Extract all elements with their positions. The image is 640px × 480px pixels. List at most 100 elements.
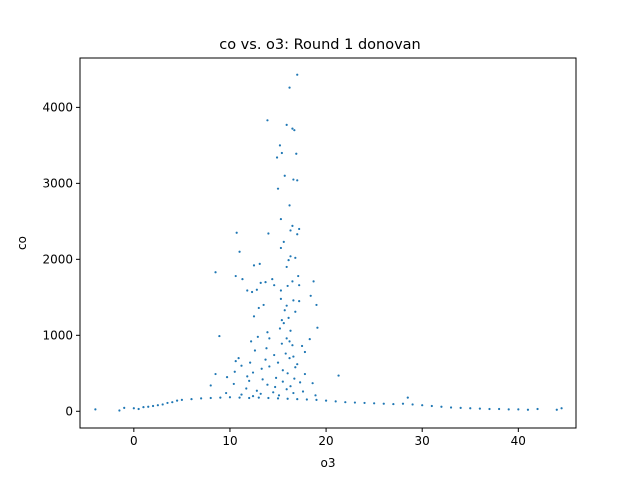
scatter-point [294,366,297,369]
scatter-point [303,350,307,354]
scatter-point [459,406,462,409]
scatter-point [291,224,294,228]
scatter-point [280,319,283,322]
scatter-point [271,277,274,281]
scatter-point [292,355,295,358]
scatter-point [288,340,291,343]
scatter-point [507,408,510,411]
scatter-point [293,377,296,380]
scatter-point [209,396,212,400]
scatter-points [94,73,563,412]
scatter-point [300,344,304,348]
scatter-point [308,338,311,341]
scatter-point [279,289,282,292]
scatter-point [260,367,263,370]
scatter-point [252,315,256,318]
scatter-point [248,396,251,400]
scatter-point [296,398,299,401]
scatter-point [324,399,328,402]
scatter-point [294,310,297,313]
scatter-point [237,357,240,360]
scatter-point [132,407,135,410]
scatter-point [289,329,292,332]
scatter-point [285,265,288,269]
scatter-point [214,271,217,274]
scatter-point [279,217,282,221]
scatter-point [517,408,520,411]
scatter-point [411,403,414,406]
scatter-point [291,280,294,283]
x-tick-label: 10 [222,434,237,448]
scatter-point [234,360,237,363]
scatter-point [373,402,376,405]
x-axis-label: o3 [321,456,336,470]
scatter-point [214,372,217,376]
scatter-point [275,156,279,159]
y-tick-label: 0 [65,404,73,418]
scatter-point [555,408,558,411]
scatter-point [286,397,289,400]
scatter-point [314,394,317,397]
scatter-point [298,227,301,231]
scatter-point [299,381,302,384]
scatter-point [560,407,563,410]
scatter-point [268,365,271,368]
scatter-point [259,392,262,395]
scatter-point [249,361,252,364]
y-axis-label: co [15,236,29,250]
scatter-point [273,284,276,287]
scatter-point [267,396,270,400]
scatter-point [296,363,299,366]
scatter-point [289,385,292,388]
scatter-point [278,144,282,147]
scatter-point [280,151,283,155]
scatter-point [285,123,288,126]
scatter-point [233,370,236,373]
scatter-point [235,231,238,234]
scatter-point [287,258,290,262]
scatter-point [161,403,164,406]
scatter-point [305,398,308,401]
scatter-point [285,304,288,307]
scatter-point [280,342,283,345]
scatter-point [258,262,261,265]
y-tick-label: 4000 [42,100,73,114]
scatter-point [296,233,299,236]
scatter-point [382,402,385,405]
y-tick-label: 3000 [42,176,73,190]
scatter-point [287,316,290,319]
scatter-point [255,389,258,392]
scatter-point [337,374,340,377]
scatter-point [147,405,150,408]
scatter-point [488,407,491,411]
scatter-point [301,390,305,393]
scatter-point [298,300,301,303]
scatter-point [259,281,262,284]
scatter-point [151,404,155,408]
scatter-point [286,284,289,288]
scatter-point [257,396,260,399]
scatter-point [311,382,314,385]
scatter-point [190,398,193,401]
scatter-point [296,179,299,182]
scatter-point [276,361,280,364]
scatter-point [277,394,281,397]
scatter-point [288,86,291,89]
scatter-point [281,369,284,372]
scatter-point [288,204,291,207]
scatter-point [284,352,287,355]
scatter-point [421,404,424,407]
scatter-point [276,397,280,400]
scatter-point [312,280,315,283]
scatter-point [406,396,409,399]
scatter-point [292,178,295,181]
x-axis-ticks: 0 10 20 30 40 [130,428,526,448]
scatter-point [123,406,126,409]
scatter-point [257,306,260,310]
scatter-point [353,401,357,404]
scatter-point [246,289,249,292]
x-tick-label: 20 [318,434,333,448]
scatter-point [267,232,270,235]
